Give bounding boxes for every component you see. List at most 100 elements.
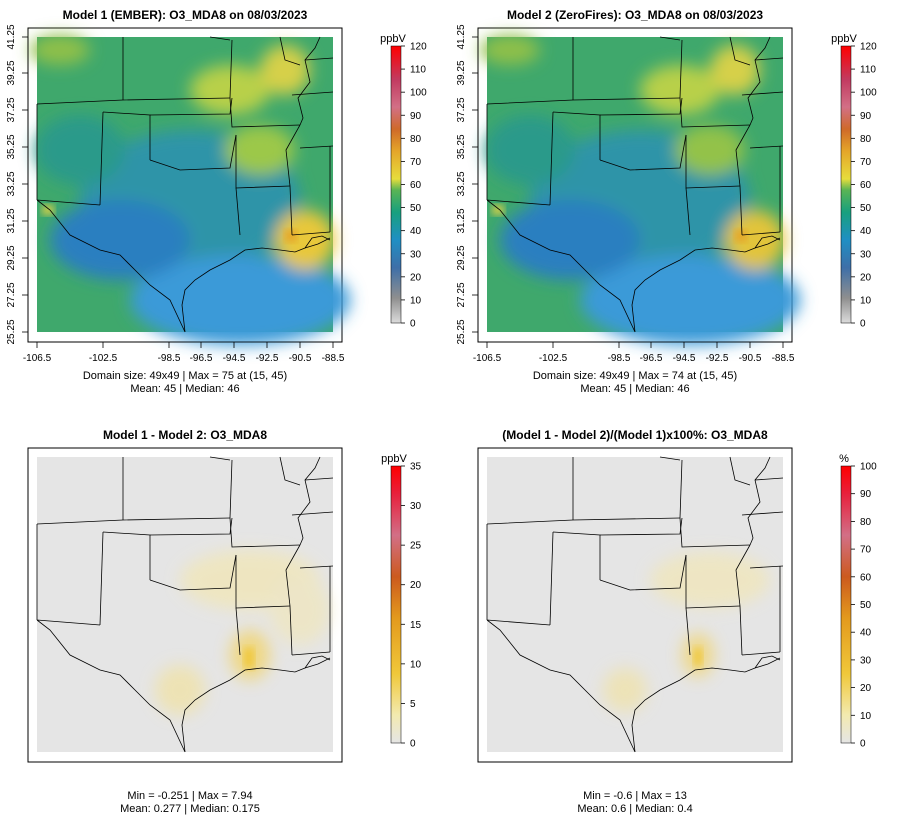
panel3-colorbar-unit: ppbV (381, 453, 407, 465)
colorbar-tick-label: 0 (410, 319, 416, 330)
panel2-ytick: 39.25 (456, 60, 467, 85)
colorbar-tick-label: 60 (860, 572, 872, 583)
panel1-ytick: 25.25 (6, 319, 17, 344)
colorbar-tick-label: 70 (410, 157, 422, 168)
panel1-xtick: -106.5 (23, 353, 52, 364)
colorbar-tick-label: 90 (410, 111, 422, 122)
panel4-stats-line1: Min = -0.6 | Max = 13 (583, 790, 687, 802)
colorbar-tick-label: 100 (410, 88, 427, 99)
colorbar-tick-label: 50 (410, 203, 422, 214)
colorbar-tick-label: 30 (860, 249, 872, 260)
panel1-xtick: -102.5 (89, 353, 118, 364)
colorbar-tick-label: 10 (860, 711, 872, 722)
panel2-colorbar-ticks: 0 10 20 30 40 50 60 70 80 90 100 110 120 (851, 42, 877, 330)
colorbar-tick-label: 110 (860, 65, 876, 76)
colorbar-tick-label: 40 (410, 226, 422, 237)
panel2-ytick: 37.25 (456, 97, 467, 122)
panel4-heatmap (487, 457, 783, 752)
panel2-ytick: 33.25 (456, 171, 467, 196)
panel2-title: Model 2 (ZeroFires): O3_MDA8 on 08/03/20… (507, 8, 763, 22)
colorbar-tick-label: 10 (860, 295, 872, 306)
panel1-colorbar-ticks: 0 10 20 30 40 50 60 70 80 90 100 110 120 (401, 42, 427, 330)
panel2-ytick: 25.25 (456, 319, 467, 344)
colorbar-tick-label: 80 (860, 517, 872, 528)
panel4-title: (Model 1 - Model 2)/(Model 1)x100%: O3_M… (502, 428, 768, 442)
panel1-ytick: 31.25 (6, 208, 17, 233)
panel2-ytick: 35.25 (456, 134, 467, 159)
panel2-xtick: -102.5 (539, 353, 568, 364)
colorbar-tick-label: 30 (410, 501, 422, 512)
panel2-y-axis (472, 36, 479, 333)
panel2-stats-line2: Mean: 45 | Median: 46 (580, 383, 689, 395)
panel2-x-axis (486, 341, 784, 348)
panel1-ytick: 37.25 (6, 97, 17, 122)
colorbar-tick-label: 120 (410, 42, 427, 53)
panel4-colorbar (840, 465, 852, 744)
panel2-xtick: -94.5 (673, 353, 696, 364)
colorbar-tick-label: 20 (860, 683, 872, 694)
colorbar-tick-label: 120 (860, 42, 877, 53)
panel-model1: Model 1 (EMBER): O3_MDA8 on 08/03/2023 (6, 8, 427, 395)
panel4-colorbar-ticks: 0 10 20 30 40 50 60 70 80 90 100 (851, 462, 877, 750)
colorbar-tick-label: 10 (410, 659, 422, 670)
panel3-frame (27, 447, 343, 763)
colorbar-tick-label: 40 (860, 628, 872, 639)
colorbar-tick-label: 0 (860, 739, 866, 750)
panel3-colorbar (390, 465, 402, 744)
panel1-xtick: -90.5 (289, 353, 312, 364)
panel1-ytick: 33.25 (6, 171, 17, 196)
panel1-y-axis (22, 36, 29, 333)
panel1-colorbar-unit: ppbV (380, 33, 406, 45)
panel1-xtick: -96.5 (190, 353, 213, 364)
panel1-xtick: -92.5 (256, 353, 279, 364)
colorbar-tick-label: 20 (410, 580, 422, 591)
colorbar-tick-label: 100 (860, 88, 877, 99)
panel3-colorbar-ticks: 0 5 10 15 20 25 30 35 (401, 462, 422, 750)
panel2-ytick: 31.25 (456, 208, 467, 233)
panel1-heatmap (30, 35, 350, 345)
colorbar-tick-label: 0 (410, 739, 416, 750)
colorbar-tick-label: 15 (410, 620, 422, 631)
colorbar-tick-label: 5 (410, 699, 416, 710)
colorbar-tick-label: 35 (410, 462, 422, 473)
colorbar-tick-label: 110 (410, 65, 426, 76)
colorbar-tick-label: 70 (860, 157, 872, 168)
panel1-ytick: 29.25 (6, 245, 17, 270)
panel2-xtick: -90.5 (739, 353, 762, 364)
panel1-ytick: 35.25 (6, 134, 17, 159)
colorbar-tick-label: 50 (860, 600, 872, 611)
panel-difference: Model 1 - Model 2: O3_MDA8 Min = -0.251 … (27, 428, 422, 815)
panel1-colorbar (390, 45, 402, 324)
panel2-ytick: 41.25 (456, 24, 467, 49)
panel2-xtick: -96.5 (640, 353, 663, 364)
colorbar-tick-label: 90 (860, 489, 872, 500)
panel3-stats-line2: Mean: 0.277 | Median: 0.175 (120, 803, 260, 815)
panel2-xtick: -92.5 (706, 353, 729, 364)
colorbar-tick-label: 20 (410, 272, 422, 283)
colorbar-tick-label: 80 (860, 134, 872, 145)
panel3-title: Model 1 - Model 2: O3_MDA8 (103, 428, 267, 442)
panel2-ytick: 29.25 (456, 245, 467, 270)
colorbar-tick-label: 20 (860, 272, 872, 283)
panel2-xtick: -98.5 (608, 353, 631, 364)
colorbar-tick-label: 40 (860, 226, 872, 237)
panel2-xtick: -106.5 (473, 353, 502, 364)
colorbar-tick-label: 30 (410, 249, 422, 260)
panel3-heatmap (37, 457, 333, 752)
panel2-xtick: -88.5 (772, 353, 795, 364)
panel4-frame (477, 447, 793, 763)
panel1-x-axis (36, 341, 334, 348)
colorbar-tick-label: 100 (860, 462, 877, 473)
colorbar-tick-label: 25 (410, 541, 422, 552)
panel-model2: Model 2 (ZeroFires): O3_MDA8 on 08/03/20… (456, 8, 877, 395)
panel-percent-difference: (Model 1 - Model 2)/(Model 1)x100%: O3_M… (477, 428, 877, 815)
colorbar-tick-label: 90 (860, 111, 872, 122)
panel2-heatmap (480, 35, 800, 345)
colorbar-tick-label: 10 (410, 295, 422, 306)
panel1-xtick: -88.5 (322, 353, 345, 364)
colorbar-tick-label: 60 (860, 180, 872, 191)
colorbar-tick-label: 30 (860, 655, 872, 666)
panel1-stats-line2: Mean: 45 | Median: 46 (130, 383, 239, 395)
panel1-title: Model 1 (EMBER): O3_MDA8 on 08/03/2023 (63, 8, 308, 22)
